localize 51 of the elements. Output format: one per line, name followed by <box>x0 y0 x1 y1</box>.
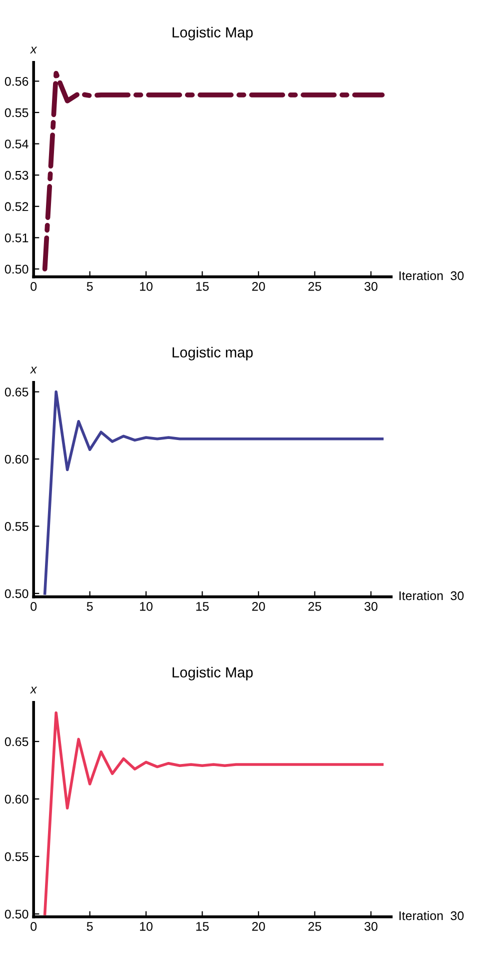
text: 30 <box>450 911 464 920</box>
y-tick-label: 0.52 <box>4 202 28 212</box>
x-tick-label: 0 <box>30 282 37 291</box>
x-tick-label: 10 <box>140 922 153 931</box>
x-tick-label: 30 <box>364 282 378 291</box>
text: 30 <box>450 591 464 600</box>
y-tick-label: 0.60 <box>4 454 28 464</box>
y-tick-label: 0.50 <box>4 264 28 274</box>
line-series <box>43 390 384 595</box>
line-series <box>43 711 384 916</box>
x-tick-label: 10 <box>140 602 153 611</box>
y-axis-title: x <box>30 366 38 374</box>
x-tick-label: 5 <box>86 922 93 931</box>
x-tick-label: 30 <box>364 922 378 931</box>
x-tick-label: 0 <box>30 602 37 611</box>
x-tick-label: 0 <box>30 922 37 931</box>
y-tick-label: 0.55 <box>4 108 28 118</box>
chart-title: Logistic Map <box>172 26 253 40</box>
text: 30 <box>450 271 464 280</box>
x-axis-title: Iteration <box>400 590 443 600</box>
chart-title: Logistic map <box>172 346 253 360</box>
x-tick-label: 25 <box>308 602 322 611</box>
x-tick-label: 25 <box>308 282 322 291</box>
y-tick-label: 0.50 <box>4 589 28 598</box>
y-axis-title: x <box>30 686 38 694</box>
y-tick-label: 0.60 <box>4 794 28 804</box>
x-tick-label: 5 <box>86 602 93 611</box>
x-tick-label: 20 <box>252 602 265 611</box>
x-tick-label: 20 <box>252 922 265 931</box>
y-tick-label: 0.51 <box>4 233 28 242</box>
x-tick-label: 15 <box>196 922 209 931</box>
x-tick-label: 25 <box>308 922 322 931</box>
x-tick-label: 5 <box>86 282 93 291</box>
x-tick-label: 10 <box>140 282 153 291</box>
y-tick-label: 0.55 <box>4 852 28 862</box>
x-tick-label: 30 <box>364 602 378 611</box>
y-tick-label: 0.56 <box>4 76 28 86</box>
x-axis-title: Iteration <box>400 910 443 920</box>
x-tick-label: 20 <box>252 282 265 291</box>
y-tick-label: 0.65 <box>4 737 28 746</box>
x-axis-title: Iteration <box>400 270 443 280</box>
y-tick-label: 0.50 <box>4 910 28 919</box>
x-tick-label: 15 <box>196 602 209 611</box>
y-axis-title: x <box>30 46 38 54</box>
y-tick-label: 0.55 <box>4 522 28 531</box>
y-tick-label: 0.54 <box>4 140 28 148</box>
x-tick-label: 15 <box>196 282 209 291</box>
chart-title: Logistic Map <box>172 666 253 680</box>
y-tick-label: 0.53 <box>4 170 28 180</box>
line-series <box>42 70 385 272</box>
y-tick-label: 0.65 <box>4 388 28 396</box>
